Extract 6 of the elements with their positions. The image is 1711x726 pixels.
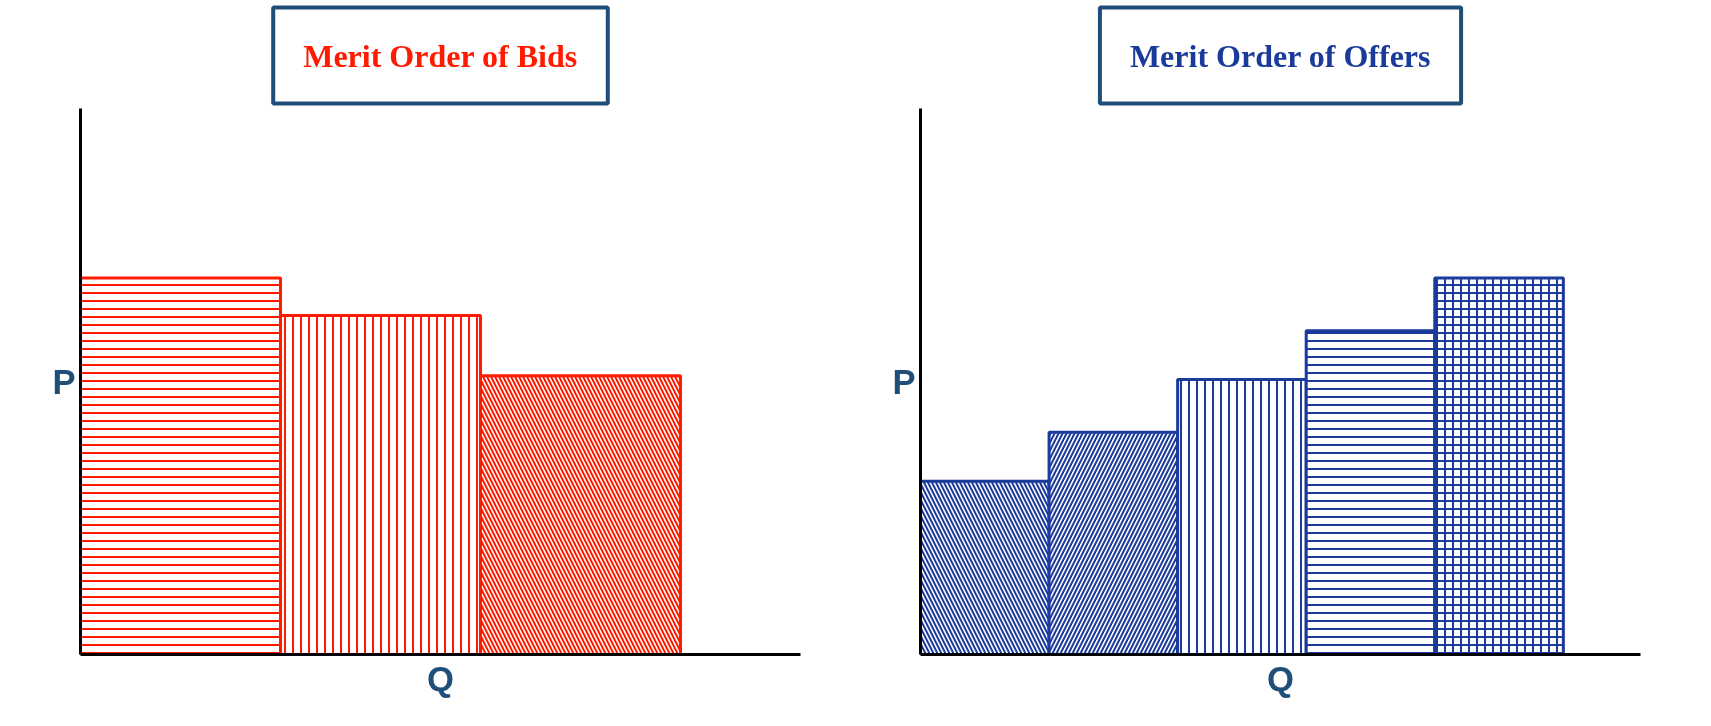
y-axis-title: P (52, 362, 76, 401)
x-axis-title: Q (1267, 659, 1294, 698)
x-axis-title: Q (427, 659, 454, 698)
chart-title: Merit Order of Bids (303, 37, 578, 74)
chart-title: Merit Order of Offers (1129, 37, 1431, 74)
y-axis-title: P (892, 362, 916, 401)
